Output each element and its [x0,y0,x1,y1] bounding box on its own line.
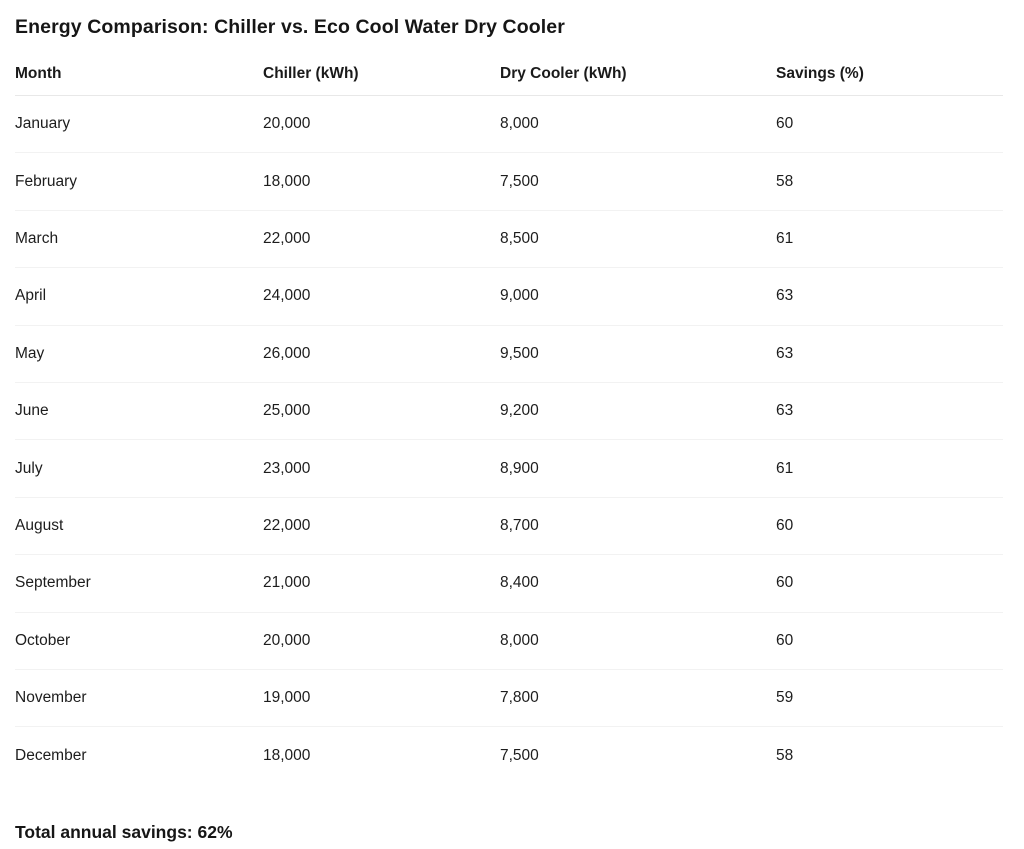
table-row: July 23,000 8,900 61 [15,440,1003,498]
page-title: Energy Comparison: Chiller vs. Eco Cool … [15,16,565,38]
cell-dry-cooler: 9,200 [500,402,539,420]
table-row: February 18,000 7,500 58 [15,153,1003,211]
cell-dry-cooler: 8,500 [500,229,539,247]
cell-month: April [15,287,47,305]
cell-chiller: 19,000 [263,689,311,707]
cell-savings: 60 [776,516,794,534]
cell-chiller: 21,000 [263,574,311,592]
cell-dry-cooler: 8,900 [500,459,539,477]
cell-month: August [15,516,64,534]
cell-chiller: 24,000 [263,287,311,305]
cell-savings: 58 [776,172,794,190]
cell-savings: 58 [776,746,794,764]
cell-month: October [15,631,71,649]
cell-savings: 61 [776,459,794,477]
table-row: September 21,000 8,400 60 [15,555,1003,613]
cell-chiller: 18,000 [263,172,311,190]
cell-month: March [15,229,59,247]
cell-month: September [15,574,91,592]
table-row: January 20,000 8,000 60 [15,96,1003,154]
cell-dry-cooler: 8,400 [500,574,539,592]
cell-chiller: 25,000 [263,402,311,420]
cell-savings: 60 [776,115,794,133]
page: Energy Comparison: Chiller vs. Eco Cool … [0,15,1024,849]
cell-month: January [15,115,71,133]
cell-dry-cooler: 8,000 [500,631,539,649]
cell-savings: 59 [776,689,794,707]
table-row: March 22,000 8,500 61 [15,211,1003,269]
cell-chiller: 20,000 [263,115,311,133]
cell-dry-cooler: 9,000 [500,287,539,305]
table-row: August 22,000 8,700 60 [15,498,1003,556]
table-row: April 24,000 9,000 63 [15,268,1003,326]
cell-dry-cooler: 9,500 [500,344,539,362]
column-header-dry-cooler: Dry Cooler (kWh) [500,65,627,82]
table-row: December 18,000 7,500 58 [15,727,1003,784]
cell-dry-cooler: 7,800 [500,689,539,707]
cell-chiller: 20,000 [263,631,311,649]
cell-savings: 63 [776,344,794,362]
cell-month: February [15,172,78,190]
table-row: June 25,000 9,200 63 [15,383,1003,441]
cell-dry-cooler: 7,500 [500,172,539,190]
cell-savings: 61 [776,229,794,247]
cell-savings: 63 [776,402,794,420]
cell-chiller: 22,000 [263,516,311,534]
column-header-savings: Savings (%) [776,65,864,82]
cell-chiller: 18,000 [263,746,311,764]
cell-chiller: 22,000 [263,229,311,247]
cell-savings: 60 [776,631,794,649]
cell-savings: 60 [776,574,794,592]
energy-comparison-table: Month Chiller (kWh) Dry Cooler (kWh) Sav… [15,40,1003,785]
cell-chiller: 23,000 [263,459,311,477]
total-savings-text: Total annual savings: 62% [15,821,233,842]
column-header-chiller: Chiller (kWh) [263,65,359,82]
cell-chiller: 26,000 [263,344,311,362]
table-row: October 20,000 8,000 60 [15,613,1003,670]
cell-dry-cooler: 8,000 [500,115,539,133]
cell-month: December [15,746,87,764]
cell-month: June [15,402,49,420]
column-header-month: Month [15,65,62,82]
cell-month: July [15,459,43,477]
cell-month: May [15,344,45,362]
table-row: May 26,000 9,500 63 [15,326,1003,383]
cell-month: November [15,689,87,707]
table-row: November 19,000 7,800 59 [15,670,1003,728]
table-header-row: Month Chiller (kWh) Dry Cooler (kWh) Sav… [15,40,1003,96]
cell-savings: 63 [776,287,794,305]
cell-dry-cooler: 7,500 [500,746,539,764]
cell-dry-cooler: 8,700 [500,516,539,534]
